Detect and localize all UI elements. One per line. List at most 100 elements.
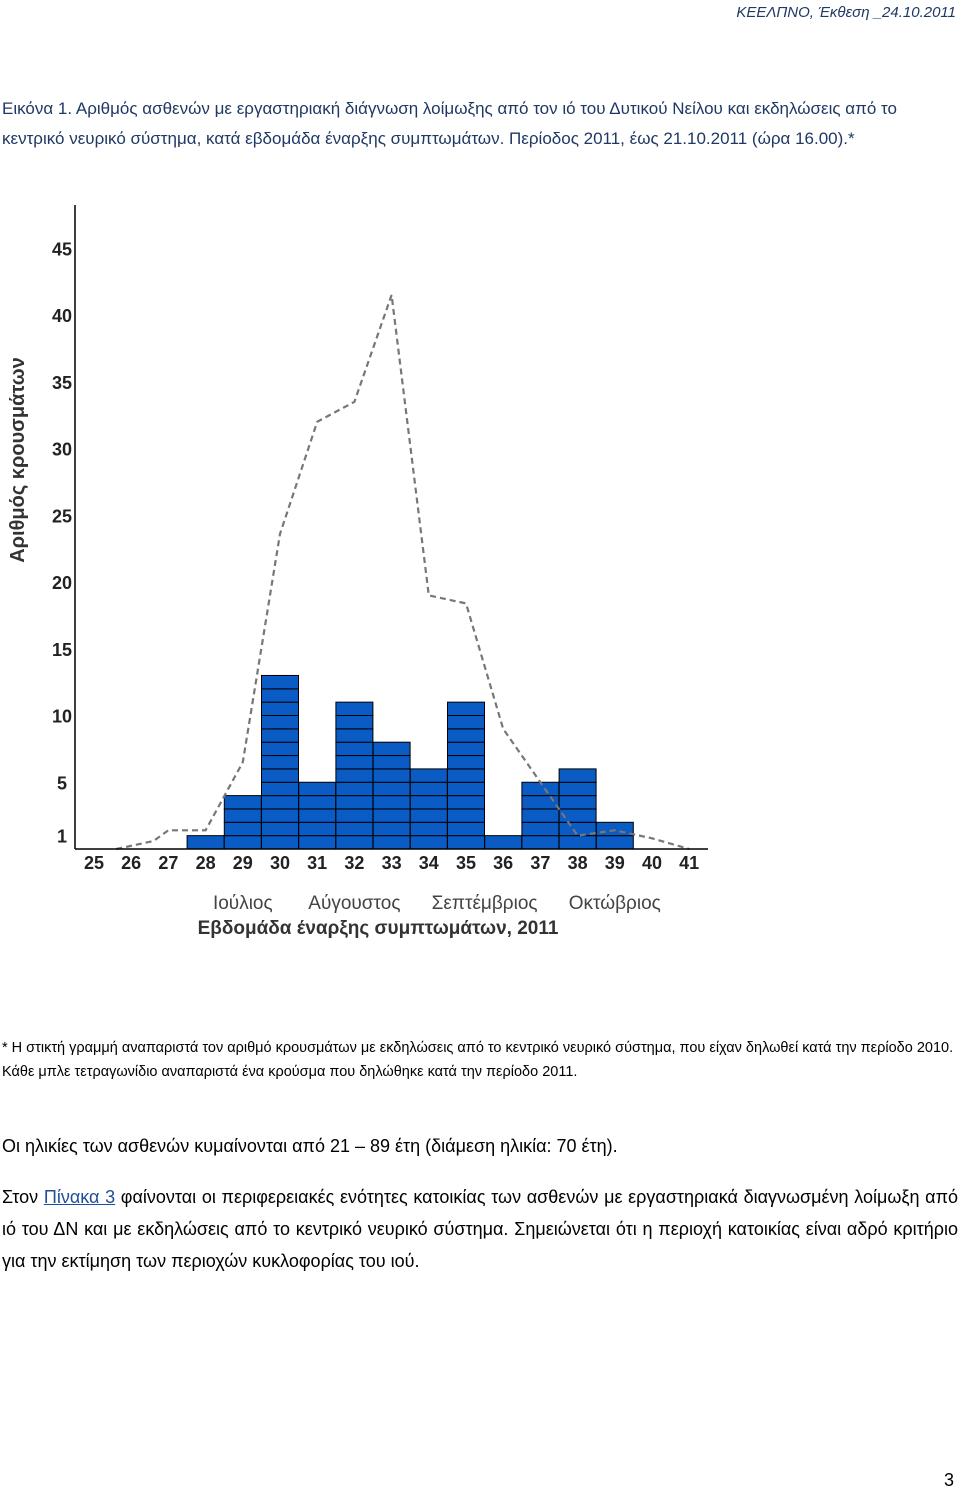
bar-week-29 <box>223 795 262 850</box>
x-tick-label: 26 <box>121 853 141 873</box>
x-tick-label: 39 <box>605 853 625 873</box>
x-tick-label: 29 <box>233 853 253 873</box>
case-square <box>447 808 485 823</box>
case-square <box>261 808 299 823</box>
x-tick-label: 40 <box>642 853 662 873</box>
case-square <box>447 728 485 743</box>
report-header: ΚΕΕΛΠΝΟ, Έκθεση _24.10.2011 <box>736 4 956 21</box>
case-square <box>409 808 448 823</box>
ages-paragraph: Οι ηλικίες των ασθενών κυμαίνονται από 2… <box>2 1136 618 1156</box>
case-square <box>558 835 597 850</box>
bar-week-31 <box>298 781 337 850</box>
case-square <box>335 715 374 730</box>
month-label: Ιούλιος <box>213 893 273 914</box>
case-square <box>335 755 374 770</box>
bar-week-38 <box>558 768 597 850</box>
y-tick-label: 5 <box>57 773 67 793</box>
case-square <box>298 835 337 850</box>
case-square <box>335 808 374 823</box>
case-square <box>261 821 299 837</box>
line-2010-dashed <box>116 294 690 851</box>
case-square <box>261 674 299 690</box>
case-square <box>261 728 299 743</box>
case-square <box>521 781 560 797</box>
y-tick-label: 25 <box>52 506 72 526</box>
case-square <box>409 835 448 850</box>
case-square <box>372 768 411 783</box>
case-square <box>335 768 374 783</box>
case-square <box>261 795 299 810</box>
x-tick-label: 36 <box>493 853 513 873</box>
x-tick-label: 32 <box>344 853 364 873</box>
case-square <box>261 701 299 716</box>
x-tick-label: 34 <box>419 853 439 873</box>
case-square <box>335 835 374 850</box>
case-square <box>595 835 634 850</box>
case-square <box>447 795 485 810</box>
case-square <box>484 835 523 850</box>
regions-paragraph: Στον Πίνακα 3 φαίνονται οι περιφερειακές… <box>2 1181 958 1277</box>
bar-week-33 <box>372 741 411 850</box>
bar-week-37 <box>521 781 560 850</box>
case-square <box>372 781 411 797</box>
figure-caption: Εικόνα 1. Αριθμός ασθενών με εργαστηριακ… <box>2 99 897 148</box>
case-square <box>261 715 299 730</box>
y-tick-label: 15 <box>52 640 72 660</box>
x-tick-label: 30 <box>270 853 290 873</box>
table-3-link[interactable]: Πίνακα 3 <box>43 1187 116 1207</box>
case-square <box>372 755 411 770</box>
y-tick-label: 10 <box>52 707 72 727</box>
case-square <box>409 781 448 797</box>
month-label: Αύγουστος <box>308 893 400 914</box>
x-tick-label: 31 <box>307 853 327 873</box>
x-tick-label: 28 <box>196 853 216 873</box>
case-square <box>409 795 448 810</box>
case-square <box>595 821 634 837</box>
x-tick-label: 27 <box>158 853 178 873</box>
y-tick-label: 30 <box>52 440 72 460</box>
case-square <box>298 808 337 823</box>
case-square <box>186 835 225 850</box>
case-square <box>261 835 299 850</box>
y-axis-title: Αριθμός κρουσμάτων <box>7 357 29 563</box>
case-square <box>372 795 411 810</box>
case-square <box>335 795 374 810</box>
case-square <box>409 821 448 837</box>
case-square <box>558 781 597 797</box>
case-square <box>372 741 411 757</box>
footnote-line-1: * Η στικτή γραμμή αναπαριστά τον αριθμό … <box>2 1040 954 1056</box>
page-number: 3 <box>943 1470 954 1490</box>
case-square <box>447 821 485 837</box>
case-square <box>335 821 374 837</box>
chart-footnote: * Η στικτή γραμμή αναπαριστά τον αριθμό … <box>2 1036 958 1084</box>
case-square <box>409 768 448 783</box>
x-tick-label: 41 <box>679 853 699 873</box>
case-square <box>372 821 411 837</box>
x-tick-label: 35 <box>456 853 476 873</box>
y-tick-label: 20 <box>52 573 72 593</box>
case-square <box>558 768 597 783</box>
regions-text-after: φαίνονται οι περιφερειακές ενότητες κατο… <box>2 1187 958 1271</box>
case-square <box>223 795 262 810</box>
case-square <box>447 781 485 797</box>
x-tick-label: 38 <box>568 853 588 873</box>
case-square <box>335 741 374 757</box>
y-tick-label: 40 <box>52 306 72 326</box>
case-square <box>447 715 485 730</box>
case-square <box>261 741 299 757</box>
y-tick-label: 45 <box>52 239 72 259</box>
x-tick-label: 33 <box>382 853 402 873</box>
case-square <box>372 808 411 823</box>
case-square <box>223 808 262 823</box>
footnote-line-2: Κάθε μπλε τετραγωνίδιο αναπαριστά ένα κρ… <box>2 1064 578 1080</box>
case-square <box>261 755 299 770</box>
bar-week-28 <box>186 835 225 850</box>
bar-week-39 <box>595 821 634 850</box>
case-square <box>335 701 374 716</box>
case-square <box>261 688 299 703</box>
month-label: Οκτώβριος <box>569 893 661 914</box>
bar-week-34 <box>409 768 448 850</box>
regions-text-before: Στον <box>2 1187 44 1207</box>
epidemic-curve-chart: 1 5 10 15 20 25 30 35 40 45 25 26 27 28 29 30 31 32 33 34 35… <box>0 200 960 945</box>
